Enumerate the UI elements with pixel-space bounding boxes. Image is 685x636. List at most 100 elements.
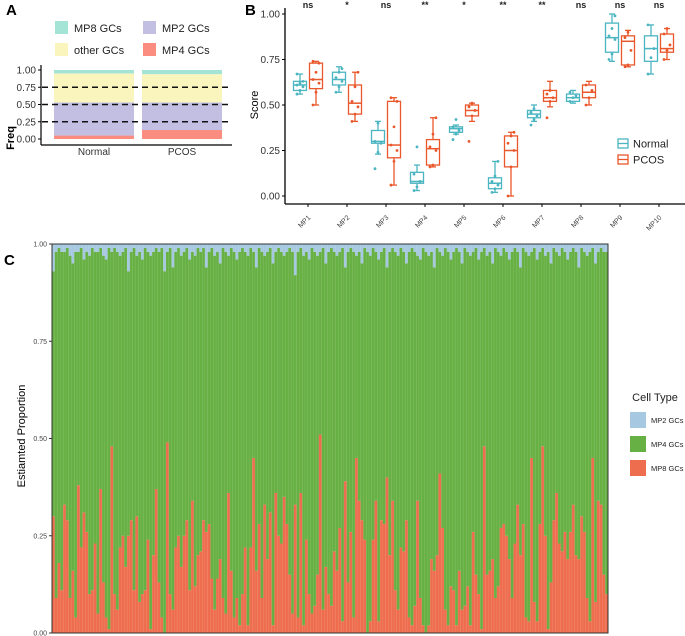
bar-segment-mp2: [316, 244, 320, 256]
bar-segment-mp2: [557, 244, 561, 256]
data-point: [301, 79, 305, 83]
bar-segment-mp4: [204, 267, 208, 532]
bar-segment-mp8: [402, 551, 406, 633]
panel-a-chart: MP8 GCs MP2 GCs other GCs MP4 GCs Normal PCO…: [5, 21, 232, 158]
bar-segment-mp4: [463, 247, 467, 606]
legend-swatch-mp4-gcs: [630, 436, 646, 452]
bar-segment-mp2: [494, 244, 497, 248]
boxplot-pcos-mp10: [659, 27, 675, 61]
y-tick-label: 0.50: [261, 101, 281, 112]
bar-segment-mp4: [530, 251, 534, 458]
data-point: [350, 119, 354, 123]
data-point: [652, 47, 656, 50]
y-tick-label: 0.75: [17, 83, 37, 94]
bar-segment-mp4: [460, 263, 464, 610]
bar-segment-mp2: [196, 244, 200, 248]
bar-segment-mp4: [510, 251, 514, 598]
bar-segment-mp4: [430, 251, 434, 560]
sample-bar: [457, 244, 461, 633]
bar-segment-mp8: [235, 597, 239, 633]
y-tick-label: 0.25: [261, 146, 281, 157]
bar-segment-mp2: [321, 244, 325, 248]
sample-bar: [554, 244, 559, 633]
bar-segment-mp2: [380, 244, 384, 252]
bar-segment-mp8: [368, 621, 372, 633]
bar-segment-mp8: [191, 500, 194, 633]
sample-bar: [249, 244, 253, 633]
data-point: [668, 43, 672, 47]
sample-bar: [162, 244, 167, 633]
sample-bar: [221, 244, 225, 633]
bar-segment-mp4: [249, 247, 253, 548]
legend-label: other GCs: [74, 45, 125, 57]
bar-segment-mp4: [360, 263, 364, 521]
bar-segment-mp2: [341, 244, 345, 248]
data-point: [376, 150, 380, 154]
bar-segment-mp2: [154, 244, 158, 248]
data-point: [431, 163, 435, 167]
bar-segment-mp4: [193, 255, 197, 587]
bar-segment-mp2: [224, 244, 228, 252]
bar-segment-mp4: [288, 247, 292, 575]
sample-bar: [313, 244, 317, 633]
data-point: [373, 167, 377, 171]
data-point: [545, 116, 549, 120]
bar-segment-mp4: [154, 247, 158, 490]
bar-segment-mp4: [179, 255, 183, 567]
bar-segment-mp4: [60, 251, 64, 591]
box: [331, 71, 347, 86]
sample-bar: [460, 244, 464, 633]
bar-segment-mp4: [324, 263, 328, 567]
bar-segment-mp2: [563, 244, 567, 252]
bar-segment-mp8: [449, 586, 453, 633]
sample-bar: [135, 244, 139, 633]
bar-segment-mp2: [227, 244, 231, 256]
sample-bar: [73, 244, 78, 633]
sample-bar: [552, 244, 556, 633]
bar-segment-mp8: [174, 547, 178, 633]
data-point: [649, 56, 653, 60]
y-tick-label: 0.00: [261, 192, 281, 203]
significance-label: ns: [654, 0, 665, 10]
data-point: [470, 101, 474, 105]
bar-segment-mp2: [85, 244, 89, 252]
bar-segment-mp8: [52, 516, 55, 633]
bar-segment-mp2: [535, 244, 539, 260]
data-point: [470, 114, 474, 118]
bar-segment-mp8: [304, 539, 308, 633]
bar-segment-mp2: [293, 244, 297, 276]
bar-segment-mp4: [74, 251, 78, 618]
bar-segment-mp8: [363, 539, 367, 633]
bar-segment-mp2: [282, 244, 286, 256]
bar-segment-mp4: [293, 275, 297, 505]
sample-bar: [82, 244, 86, 633]
sample-bar: [99, 244, 103, 633]
bar-segment-mp2: [421, 244, 425, 248]
bar-segment-mp2: [466, 244, 470, 252]
bar-segment-mp2: [449, 244, 453, 260]
data-point: [662, 58, 666, 61]
x-tick-label: MP7: [531, 214, 546, 229]
data-point: [353, 85, 357, 89]
bar-segment-mp8: [291, 613, 295, 633]
bar-segment-mp8: [132, 590, 136, 633]
x-tick-label: MP3: [375, 214, 390, 229]
box: [542, 89, 558, 103]
x-tick-label: PCOS: [168, 147, 197, 158]
sample-bar: [577, 244, 581, 633]
bar-segment-mp2: [413, 244, 417, 252]
bar-segment-mp8: [410, 625, 414, 633]
sample-bar: [588, 244, 592, 633]
bar-segment-mp8: [57, 562, 61, 633]
bar-segment-mp2: [171, 244, 175, 268]
bar-segment-mp4: [254, 267, 258, 571]
data-point: [613, 38, 617, 41]
bar-segment-mp2: [443, 244, 447, 248]
bar-segment-mp8: [318, 434, 322, 633]
bar-segment-mp8: [90, 590, 94, 633]
bar-segment-mp8: [63, 504, 67, 633]
bar-segment-mp2: [343, 244, 347, 268]
bar-segment-mp8: [71, 570, 75, 633]
bar-segment-mp4: [388, 251, 392, 556]
boxplot-pcos-mp3: [386, 96, 402, 187]
